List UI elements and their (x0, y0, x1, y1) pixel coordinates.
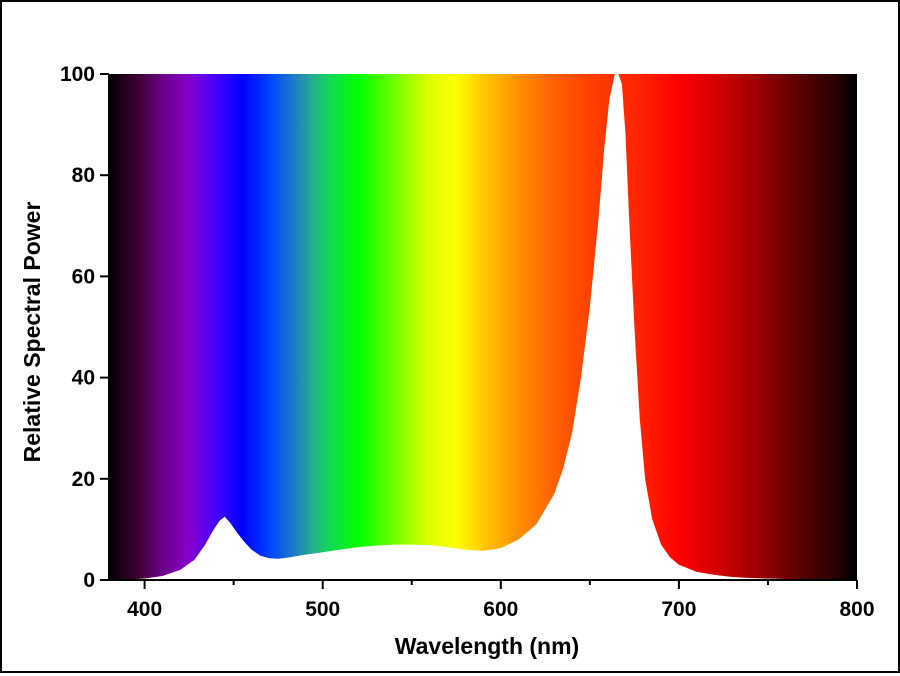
x-tick-label: 700 (661, 598, 696, 621)
x-tick-label: 400 (127, 598, 162, 621)
y-tick-label: 20 (72, 468, 95, 491)
spectrum-background (109, 74, 857, 580)
y-tick-label: 80 (72, 164, 95, 187)
x-tick-label: 800 (839, 598, 874, 621)
x-tick-label: 500 (305, 598, 340, 621)
x-tick-label: 600 (483, 598, 518, 621)
y-tick-label: 100 (60, 63, 95, 86)
y-axis-title: Relative Spectral Power (19, 202, 45, 463)
y-tick-label: 60 (72, 265, 95, 288)
x-axis-title: Wavelength (nm) (395, 633, 579, 659)
y-tick-label: 40 (72, 367, 95, 390)
y-tick-label: 0 (83, 569, 95, 592)
